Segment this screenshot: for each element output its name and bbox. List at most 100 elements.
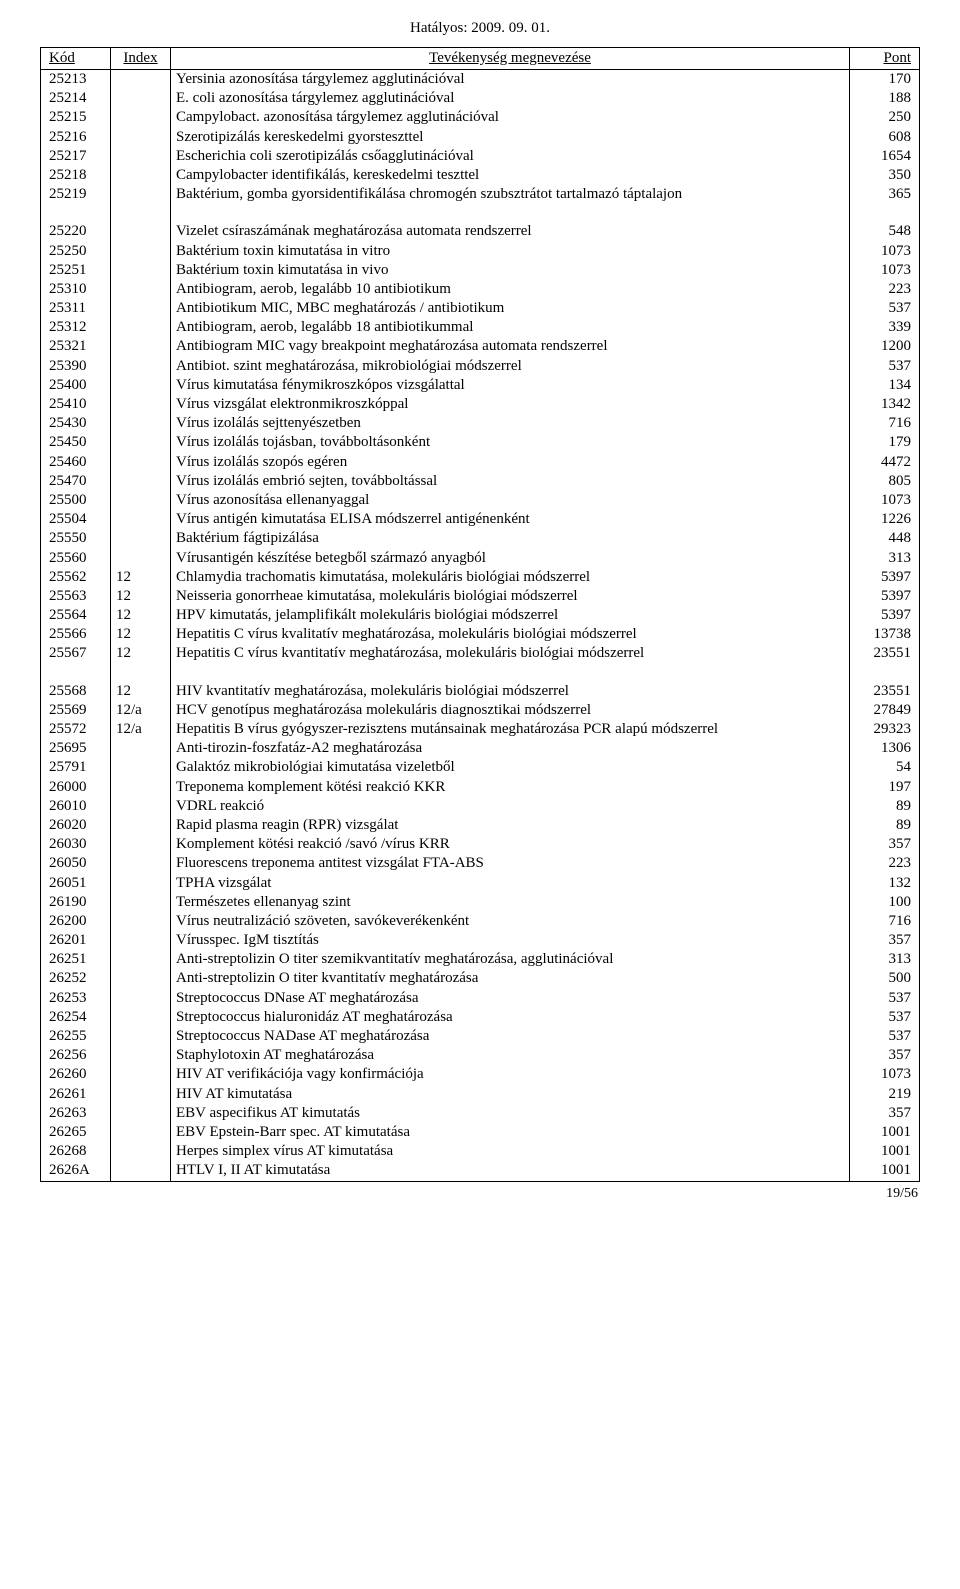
table-row: 25791Galaktóz mikrobiológiai kimutatása …	[41, 758, 920, 777]
cell-kod: 26010	[41, 797, 111, 816]
col-header-pont: Pont	[850, 48, 920, 70]
table-row: 26253Streptococcus DNase AT meghatározás…	[41, 989, 920, 1008]
spacer-row	[41, 204, 920, 222]
cell-kod: 25695	[41, 739, 111, 758]
table-row: 25500Vírus azonosítása ellenanyaggal1073	[41, 491, 920, 510]
cell-index	[111, 778, 171, 797]
cell-name: HPV kimutatás, jelamplifikált molekulári…	[171, 606, 850, 625]
table-row: 25410Vírus vizsgálat elektronmikroszkópp…	[41, 395, 920, 414]
cell-name: E. coli azonosítása tárgylemez agglutiná…	[171, 89, 850, 108]
table-row: 25400Vírus kimutatása fénymikroszkópos v…	[41, 376, 920, 395]
table-row: 25219Baktérium, gomba gyorsidentifikálás…	[41, 185, 920, 204]
cell-pont: 179	[850, 433, 920, 452]
table-row: 25217Escherichia coli szerotipizálás cső…	[41, 147, 920, 166]
cell-index	[111, 108, 171, 127]
table-row: 26255Streptococcus NADase AT meghatározá…	[41, 1027, 920, 1046]
cell-name: Herpes simplex vírus AT kimutatása	[171, 1142, 850, 1161]
table-row: 2556812HIV kvantitatív meghatározása, mo…	[41, 682, 920, 701]
table-row: 2556712Hepatitis C vírus kvantitatív meg…	[41, 644, 920, 663]
cell-kod: 25250	[41, 242, 111, 261]
table-row: 25460Vírus izolálás szopós egéren4472	[41, 453, 920, 472]
cell-index	[111, 912, 171, 931]
cell-name: Antibiogram, aerob, legalább 18 antibiot…	[171, 318, 850, 337]
spacer-cell	[41, 664, 111, 682]
table-row: 2626AHTLV I, II AT kimutatása1001	[41, 1161, 920, 1181]
table-row: 25430Vírus izolálás sejttenyészetben716	[41, 414, 920, 433]
cell-kod: 25214	[41, 89, 111, 108]
cell-pont: 548	[850, 222, 920, 241]
table-row: 26263EBV aspecifikus AT kimutatás357	[41, 1104, 920, 1123]
cell-name: Vírus neutralizáció szöveten, savókeveré…	[171, 912, 850, 931]
cell-name: Fluorescens treponema antitest vizsgálat…	[171, 854, 850, 873]
cell-kod: 25430	[41, 414, 111, 433]
cell-index	[111, 491, 171, 510]
table-row: 25250Baktérium toxin kimutatása in vitro…	[41, 242, 920, 261]
table-row: 25312Antibiogram, aerob, legalább 18 ant…	[41, 318, 920, 337]
cell-pont: 357	[850, 1104, 920, 1123]
cell-kod: 25560	[41, 549, 111, 568]
cell-index	[111, 854, 171, 873]
cell-kod: 26201	[41, 931, 111, 950]
cell-kod: 25500	[41, 491, 111, 510]
col-header-name: Tevékenység megnevezése	[171, 48, 850, 70]
cell-kod: 26254	[41, 1008, 111, 1027]
cell-index: 12/a	[111, 720, 171, 739]
cell-kod: 26020	[41, 816, 111, 835]
cell-name: Vizelet csíraszámának meghatározása auto…	[171, 222, 850, 241]
cell-index	[111, 931, 171, 950]
cell-name: Antibiogram MIC vagy breakpoint meghatár…	[171, 337, 850, 356]
table-row: 25321Antibiogram MIC vagy breakpoint meg…	[41, 337, 920, 356]
table-row: 26256Staphylotoxin AT meghatározása357	[41, 1046, 920, 1065]
cell-index	[111, 318, 171, 337]
table-row: 2556612Hepatitis C vírus kvalitatív megh…	[41, 625, 920, 644]
table-row: 25390Antibiot. szint meghatározása, mikr…	[41, 357, 920, 376]
table-row: 25311Antibiotikum MIC, MBC meghatározás …	[41, 299, 920, 318]
cell-name: Campylobacter identifikálás, kereskedelm…	[171, 166, 850, 185]
cell-name: HIV kvantitatív meghatározása, molekulár…	[171, 682, 850, 701]
cell-pont: 134	[850, 376, 920, 395]
table-row: 2556212Chlamydia trachomatis kimutatása,…	[41, 568, 920, 587]
cell-kod: 25460	[41, 453, 111, 472]
cell-kod: 26263	[41, 1104, 111, 1123]
cell-name: VDRL reakció	[171, 797, 850, 816]
cell-index	[111, 357, 171, 376]
cell-pont: 5397	[850, 568, 920, 587]
cell-kod: 25568	[41, 682, 111, 701]
table-row: 25251Baktérium toxin kimutatása in vivo1…	[41, 261, 920, 280]
cell-pont: 23551	[850, 682, 920, 701]
cell-index	[111, 1027, 171, 1046]
cell-pont: 23551	[850, 644, 920, 663]
cell-name: Staphylotoxin AT meghatározása	[171, 1046, 850, 1065]
cell-kod: 26251	[41, 950, 111, 969]
spacer-cell	[111, 664, 171, 682]
cell-pont: 537	[850, 1027, 920, 1046]
cell-kod: 25791	[41, 758, 111, 777]
cell-kod: 26030	[41, 835, 111, 854]
cell-index	[111, 299, 171, 318]
table-row: 25213Yersinia azonosítása tárgylemez agg…	[41, 70, 920, 90]
cell-pont: 1001	[850, 1161, 920, 1181]
cell-pont: 100	[850, 893, 920, 912]
table-row: 25504Vírus antigén kimutatása ELISA móds…	[41, 510, 920, 529]
spacer-cell	[171, 664, 850, 682]
cell-kod: 25220	[41, 222, 111, 241]
cell-kod: 25566	[41, 625, 111, 644]
cell-kod: 2626A	[41, 1161, 111, 1181]
cell-pont: 537	[850, 299, 920, 318]
cell-index	[111, 1065, 171, 1084]
cell-pont: 89	[850, 797, 920, 816]
table-row: 25450Vírus izolálás tojásban, továbboltá…	[41, 433, 920, 452]
cell-index: 12	[111, 606, 171, 625]
cell-pont: 357	[850, 931, 920, 950]
cell-name: Baktérium toxin kimutatása in vivo	[171, 261, 850, 280]
table-row: 26050Fluorescens treponema antitest vizs…	[41, 854, 920, 873]
cell-index	[111, 1142, 171, 1161]
cell-kod: 26253	[41, 989, 111, 1008]
cell-index: 12	[111, 587, 171, 606]
cell-kod: 25219	[41, 185, 111, 204]
cell-pont: 5397	[850, 587, 920, 606]
cell-kod: 25310	[41, 280, 111, 299]
cell-name: EBV Epstein-Barr spec. AT kimutatása	[171, 1123, 850, 1142]
cell-kod: 25564	[41, 606, 111, 625]
table-row: 26261HIV AT kimutatása219	[41, 1085, 920, 1104]
